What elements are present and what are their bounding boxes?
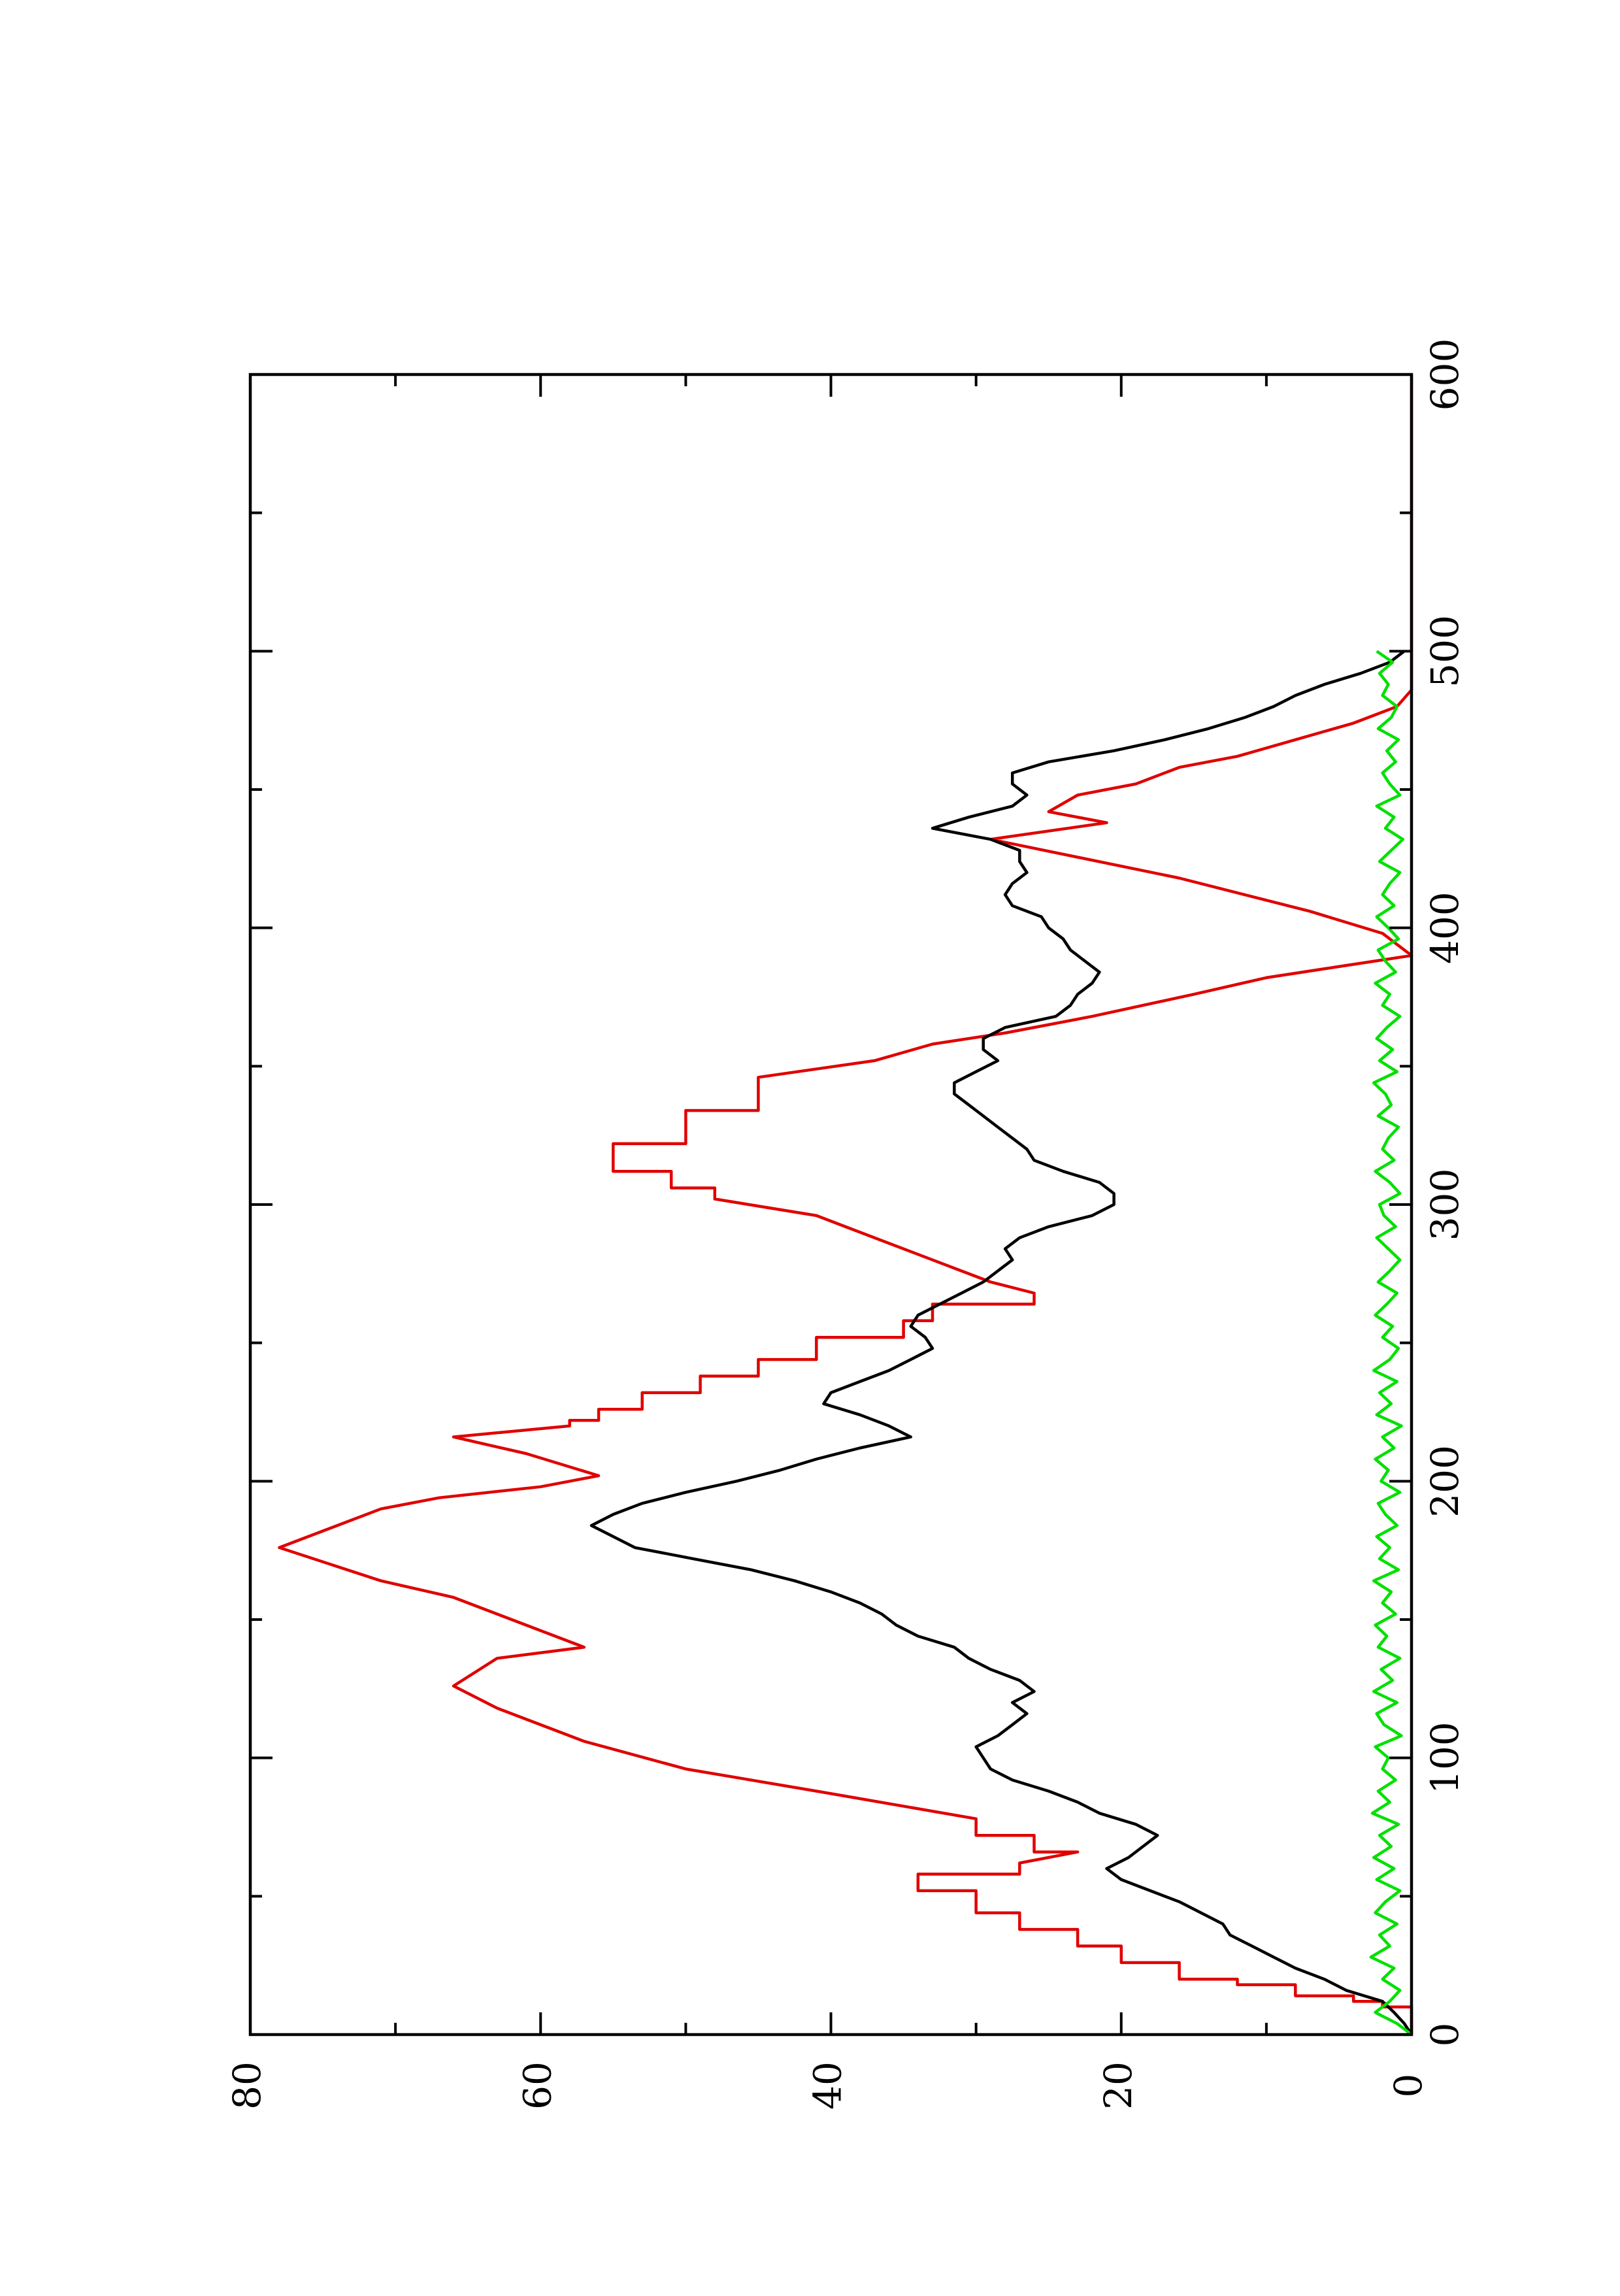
x-tick-label: 100 (1423, 1722, 1467, 1794)
x-tick-label: 300 (1423, 1169, 1467, 1241)
x-tick-label: 500 (1423, 615, 1467, 688)
series-line-3 (1369, 650, 1413, 2036)
series-line-1 (278, 374, 1413, 2035)
y-tick-label: 80 (225, 2061, 269, 2110)
y-tick-label: 20 (1096, 2061, 1140, 2110)
y-tick-label: 0 (1386, 2074, 1430, 2098)
x-tick-label: 400 (1423, 891, 1467, 964)
x-tick-label: 200 (1423, 1445, 1467, 1518)
x-tick-label: 0 (1423, 2023, 1467, 2047)
y-tick-label: 40 (806, 2061, 850, 2110)
plot-group: 0 100 200 300 400 500 600 0 20 40 60 80 (225, 339, 1467, 2110)
x-tick-label: 600 (1423, 339, 1467, 411)
y-tick-label: 60 (515, 2061, 559, 2110)
series-line-2 (589, 650, 1413, 2036)
